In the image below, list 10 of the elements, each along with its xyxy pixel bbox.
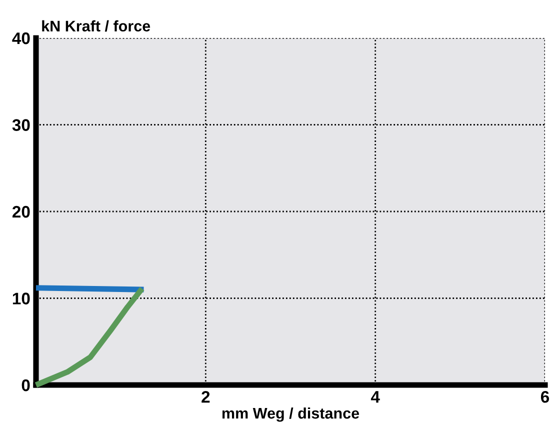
y-tick-label: 20	[12, 206, 30, 218]
x-tick-label: 4	[370, 391, 380, 403]
y-tick-label: 30	[12, 119, 30, 131]
y-tick-label: 40	[12, 32, 30, 44]
x-tick-label: 2	[202, 390, 210, 403]
x-axis-title: mm Weg / distance	[222, 407, 360, 422]
y-axis-title: kN Kraft / force	[42, 20, 150, 32]
x-tick-label: 6	[540, 390, 550, 403]
y-tick-label: 10	[12, 292, 30, 304]
y-tick-label: 0	[22, 379, 30, 392]
